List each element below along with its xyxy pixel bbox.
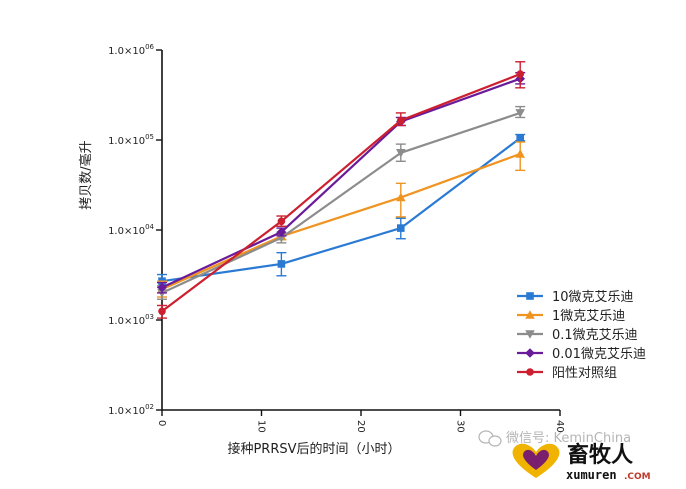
circle-marker (158, 307, 166, 316)
diamond-marker (525, 348, 535, 358)
y-tick-label: 1.0×1003 (108, 313, 154, 327)
legend-item: 10微克艾乐迪 (517, 290, 634, 305)
square-marker (277, 260, 286, 268)
legend-item: 阳性对照组 (517, 366, 617, 381)
x-tick-label: 40 (554, 420, 565, 433)
x-tick-label: 30 (455, 420, 466, 433)
legend-item: 1微克艾乐迪 (517, 309, 625, 324)
brand-url: xumuren (566, 468, 617, 482)
legend-label: 0.01微克艾乐迪 (552, 347, 646, 362)
legend-label: 0.1微克艾乐迪 (552, 328, 638, 343)
y-ticks: 1.0×1002 1.0×1003 1.0×1004 1.0×1005 1.0×1006 (108, 43, 162, 417)
wechat-icon (478, 430, 502, 447)
brand-tld: .COM (624, 472, 651, 482)
x-axis-title: 接种PRRSV后的时间（小时） (227, 441, 400, 457)
triangle-marker (396, 192, 406, 202)
y-axis-title: 拷贝数/毫升 (78, 140, 94, 209)
x-tick-label: 10 (256, 420, 267, 433)
series-3 (157, 105, 526, 300)
triangle-marker (515, 149, 525, 158)
x-tick-label: 0 (156, 420, 167, 426)
legend-item: 0.01微克艾乐迪 (517, 347, 646, 362)
x-tick-label: 20 (355, 420, 366, 433)
heart-logo-icon (512, 443, 560, 478)
triangle-down-marker (525, 330, 535, 339)
circle-marker (397, 116, 405, 125)
circle-marker (277, 217, 286, 226)
square-marker (397, 224, 405, 232)
triangle-marker (525, 310, 535, 319)
triangle-down-marker (515, 109, 525, 118)
legend-label: 1微克艾乐迪 (552, 309, 625, 324)
legend-label: 10微克艾乐迪 (552, 290, 634, 305)
series-layer (157, 61, 526, 319)
square-marker (516, 134, 524, 142)
series-line (161, 77, 521, 289)
square-marker (526, 292, 534, 300)
x-ticks: 0 10 20 30 40 (156, 410, 565, 433)
series-line (161, 73, 521, 313)
legend-label: 阳性对照组 (552, 366, 617, 381)
series-4 (157, 71, 526, 294)
circle-marker (526, 368, 534, 376)
triangle-down-marker (396, 149, 406, 158)
diamond-marker (157, 282, 167, 293)
y-tick-label: 1.0×1005 (108, 133, 154, 147)
y-tick-label: 1.0×1006 (108, 43, 154, 57)
series-line (161, 137, 521, 283)
legend-item: 0.1微克艾乐迪 (517, 328, 638, 343)
y-tick-label: 1.0×1002 (108, 403, 154, 417)
series-2 (157, 141, 526, 298)
circle-marker (516, 70, 524, 78)
diamond-marker (276, 227, 287, 237)
series-line (161, 152, 521, 291)
watermark-text: 微信号: KeminChina (506, 431, 631, 446)
y-tick-label: 1.0×1004 (108, 223, 154, 237)
series-5 (157, 61, 526, 319)
brand-name: 畜牧人 (567, 442, 633, 468)
axes: 1.0×1002 1.0×1003 1.0×1004 1.0×1005 1.0×1006… (108, 43, 565, 433)
